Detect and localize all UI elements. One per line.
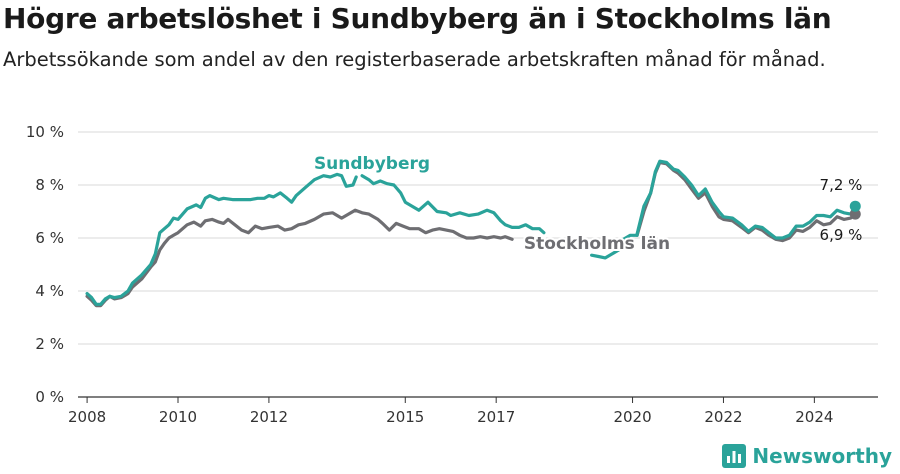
y-tick-label: 10 % (26, 123, 64, 141)
series-line-sundbyberg-segment-3 (635, 159, 857, 240)
brand-name: Newsworthy (752, 444, 892, 468)
y-axis-tick-labels: 0 % 2 % 4 % 6 % 8 % 10 % (26, 123, 64, 406)
series-label-sundbyberg: Sundbyberg (314, 154, 430, 174)
end-value-label-sundbyberg: 7,2 % (820, 176, 863, 194)
end-point-stockholm (849, 208, 861, 220)
x-tick-label: 2022 (704, 408, 742, 426)
y-tick-label: 4 % (35, 282, 64, 300)
y-tick-label: 8 % (35, 176, 64, 194)
gridlines (78, 131, 878, 398)
newsworthy-logo-icon (722, 444, 747, 468)
end-point-sundbyberg (849, 200, 861, 212)
x-tick-label: 2017 (477, 408, 515, 426)
end-value-label-stockholm: 6,9 % (820, 226, 863, 244)
y-tick-label: 6 % (35, 229, 64, 247)
y-tick-label: 0 % (35, 388, 64, 406)
y-tick-label: 2 % (35, 335, 64, 353)
series-line-stockholm-segment-0 (85, 208, 514, 308)
x-tick-label: 2020 (613, 408, 651, 426)
series-labels: Sundbyberg Stockholms län 7,2 % 6,9 % (312, 152, 863, 256)
x-tick-label: 2008 (68, 408, 106, 426)
x-axis: 2008 2010 2012 2015 2017 2020 2022 2024 (68, 397, 833, 426)
x-tick-label: 2012 (250, 408, 288, 426)
series-line-sundbyberg-segment-0 (85, 172, 358, 306)
chart-subtitle: Arbetssökande som andel av den registerb… (3, 48, 826, 71)
series-line-sundbyberg-segment-2 (590, 233, 639, 260)
x-tick-label: 2015 (386, 408, 424, 426)
chart-title: Högre arbetslöshet i Sundbyberg än i Sto… (3, 2, 832, 35)
series-label-stockholm: Stockholms län (524, 234, 670, 254)
series-line-sundbyberg-segment-1 (360, 174, 546, 235)
brand-logo: Newsworthy (722, 444, 892, 468)
end-points (849, 200, 861, 220)
series-lines (85, 159, 857, 308)
x-tick-label: 2010 (159, 408, 197, 426)
x-tick-label: 2024 (795, 408, 833, 426)
